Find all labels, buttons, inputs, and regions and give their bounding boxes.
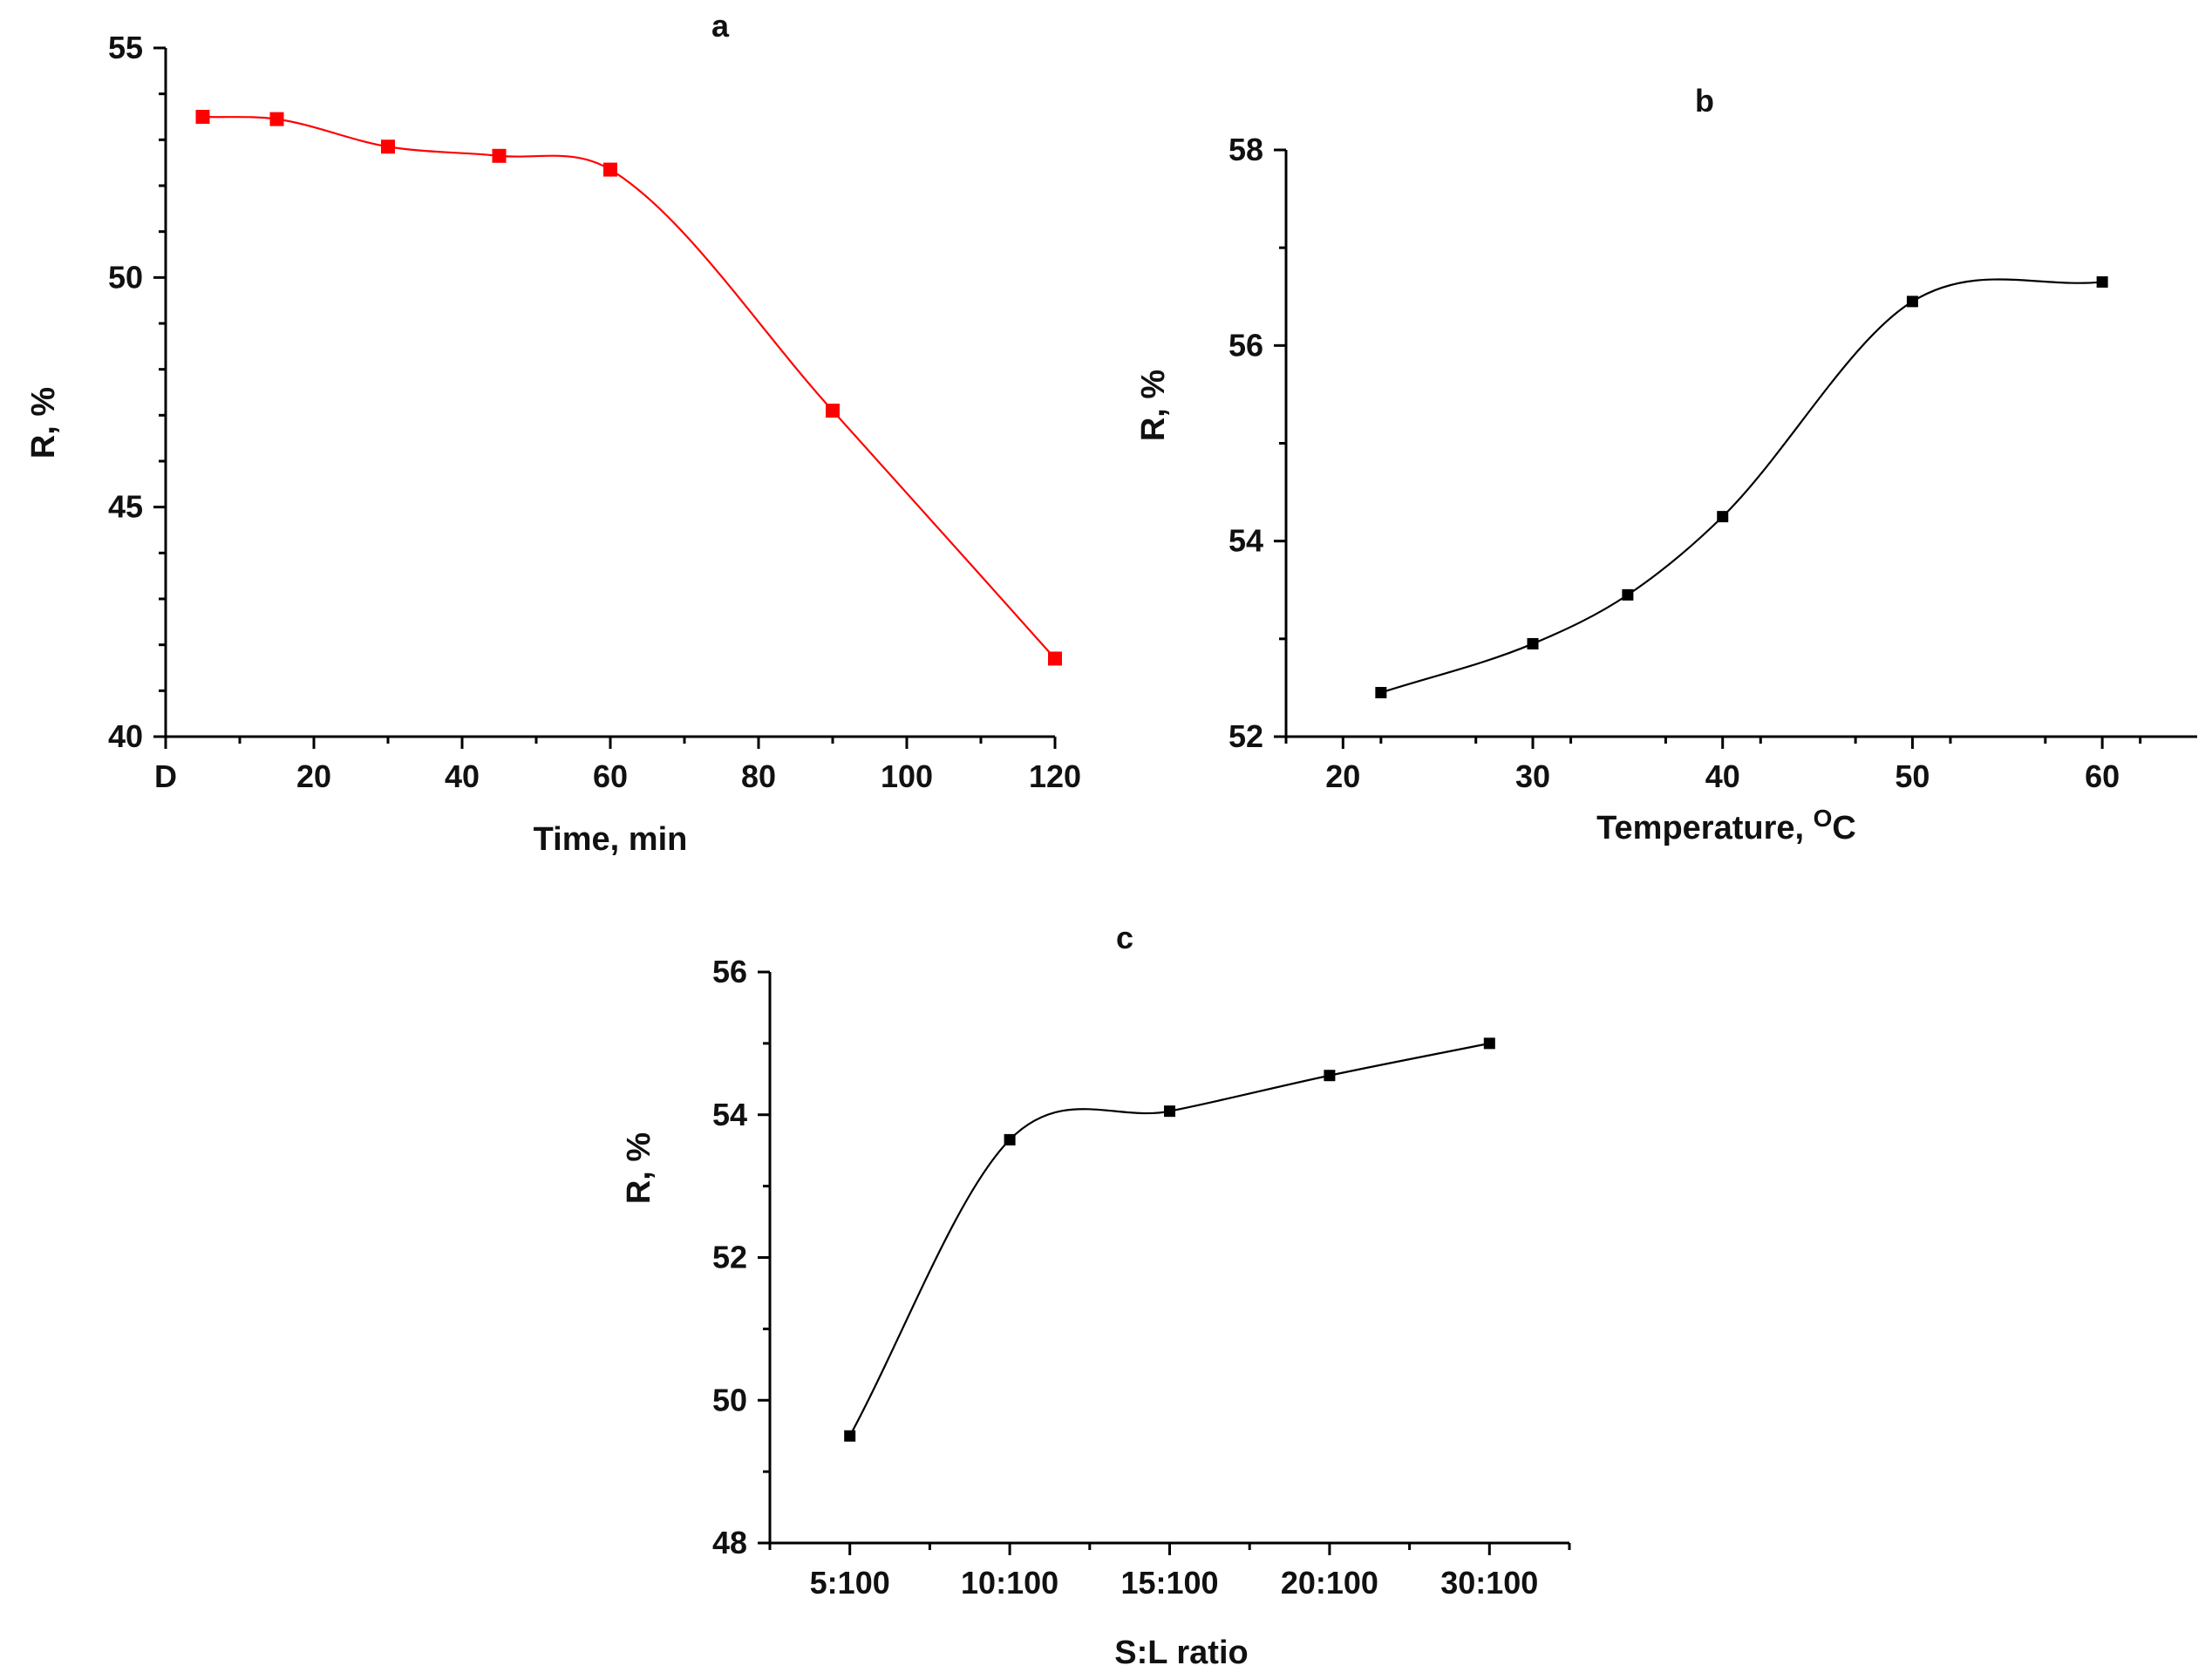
panel-a-label: a bbox=[711, 8, 730, 44]
panel-b-y-tick-label: 52 bbox=[1229, 718, 1263, 754]
panel-a-x-tick-label: 120 bbox=[1029, 758, 1081, 794]
panel-a-x-tick-label: 80 bbox=[741, 758, 776, 794]
panel-b-x-tick-label: 20 bbox=[1325, 758, 1360, 794]
panel-c-x-tick-label: 5:100 bbox=[810, 1565, 890, 1601]
panel-b-markers bbox=[1375, 275, 2108, 699]
panel-a-markers bbox=[195, 110, 1062, 666]
panel-a-data-point bbox=[195, 110, 210, 124]
panel-c: c 5:100 10:100 15:100 20:100 30:100485052545… bbox=[621, 920, 1571, 1671]
panel-c-data-point bbox=[1004, 1133, 1016, 1145]
panel-c-y-tick-label: 50 bbox=[712, 1382, 747, 1417]
panel-b-series-line bbox=[1380, 278, 2103, 694]
panel-b-label: b bbox=[1695, 83, 1714, 119]
panel-c-data-point bbox=[844, 1430, 856, 1442]
panel-b-data-point bbox=[1717, 511, 1729, 523]
panel-b-y-tick-label: 58 bbox=[1229, 132, 1263, 167]
panel-c-x-tick-label: 15:100 bbox=[1120, 1565, 1218, 1601]
panel-a-curve bbox=[202, 115, 1056, 660]
panel-c-y-tick-label: 54 bbox=[712, 1097, 747, 1132]
panel-a-series-line bbox=[202, 115, 1056, 660]
panel-c-data-point bbox=[1483, 1037, 1495, 1050]
panel-c-x-tick-label: 10:100 bbox=[961, 1565, 1058, 1601]
panel-c-ticks: 5:100 10:100 15:100 20:100 30:100 48 50 52 54 56 bbox=[712, 954, 1571, 1601]
panel-a-data-point bbox=[381, 139, 395, 154]
panel-b-data-point bbox=[1375, 687, 1387, 699]
panel-b-x-tick-label: 50 bbox=[1895, 758, 1930, 794]
panel-b-data-point bbox=[1622, 588, 1634, 601]
panel-a-y-tick-label: 40 bbox=[108, 718, 143, 754]
panel-b-x-tick-label: 30 bbox=[1515, 758, 1550, 794]
panel-a-data-point bbox=[1048, 651, 1062, 666]
panel-b-data-point bbox=[2096, 275, 2108, 288]
panel-c-y-title: R, % bbox=[621, 1132, 657, 1204]
panel-c-y-tick-label: 48 bbox=[712, 1525, 747, 1560]
panel-c-curve bbox=[848, 1042, 1490, 1437]
panel-b-x-title-unit: C bbox=[1832, 810, 1855, 846]
panel-b-axes bbox=[1284, 150, 2197, 738]
panel-a-data-point bbox=[492, 148, 507, 163]
panel-b: b 20 30 40 50 60 52 54 56 58 Temperature, OC R, … bbox=[1135, 83, 2197, 846]
panel-b-x-title-text: Temperature, bbox=[1596, 810, 1813, 846]
panel-a-y-tick-label: 55 bbox=[108, 30, 143, 65]
panel-a-y-title: R, % bbox=[25, 387, 62, 459]
panel-b-y-tick-label: 56 bbox=[1229, 327, 1263, 363]
panel-a-ticks: D 20 40 60 80 100 120 40 45 50 55 bbox=[108, 30, 1081, 794]
panel-a-x-tick-label: D bbox=[154, 758, 177, 794]
panel-c-x-tick-label: 30:100 bbox=[1440, 1565, 1538, 1601]
panel-c-axes bbox=[768, 972, 1569, 1545]
panel-b-ticks: 20 30 40 50 60 52 54 56 58 bbox=[1229, 132, 2142, 794]
panel-a-data-point bbox=[603, 162, 617, 177]
panel-b-x-title-sup: O bbox=[1814, 805, 1833, 832]
panel-c-data-point bbox=[1164, 1105, 1175, 1118]
panel-c-y-tick-label: 52 bbox=[712, 1240, 747, 1275]
panel-b-data-point bbox=[1906, 296, 1918, 308]
panel-c-label: c bbox=[1116, 920, 1133, 955]
panel-a-x-title: Time, min bbox=[534, 821, 688, 858]
panel-c-markers bbox=[844, 1037, 1495, 1442]
panel-a-y-tick-label: 50 bbox=[108, 259, 143, 295]
panel-c-y-tick-label: 56 bbox=[712, 954, 747, 989]
panel-a-x-tick-label: 100 bbox=[881, 758, 933, 794]
panel-b-x-tick-label: 60 bbox=[2085, 758, 2120, 794]
panel-a-x-tick-label: 40 bbox=[445, 758, 480, 794]
panel-b-x-title: Temperature, OC bbox=[1596, 805, 1856, 846]
panel-b-data-point bbox=[1527, 637, 1539, 649]
panel-a-x-tick-label: 60 bbox=[593, 758, 628, 794]
panel-a-data-point bbox=[269, 112, 284, 126]
panel-c-x-tick-label: 20:100 bbox=[1281, 1565, 1378, 1601]
panel-b-y-tick-label: 54 bbox=[1229, 523, 1263, 559]
panel-b-x-tick-label: 40 bbox=[1705, 758, 1740, 794]
panel-c-x-title: S:L ratio bbox=[1114, 1635, 1248, 1671]
panel-c-data-point bbox=[1324, 1070, 1336, 1082]
panel-a-x-tick-label: 20 bbox=[296, 758, 331, 794]
panel-b-curve bbox=[1380, 278, 2103, 694]
panel-c-series-line bbox=[848, 1042, 1490, 1437]
panel-a-data-point bbox=[826, 404, 840, 418]
panel-a: a D 20 40 60 80 100 120 40 45 50 55 Time, min R, % bbox=[25, 8, 1081, 858]
panel-a-y-tick-label: 45 bbox=[108, 489, 143, 525]
panel-b-y-title: R, % bbox=[1135, 370, 1172, 441]
panel-a-axes bbox=[164, 48, 1055, 738]
